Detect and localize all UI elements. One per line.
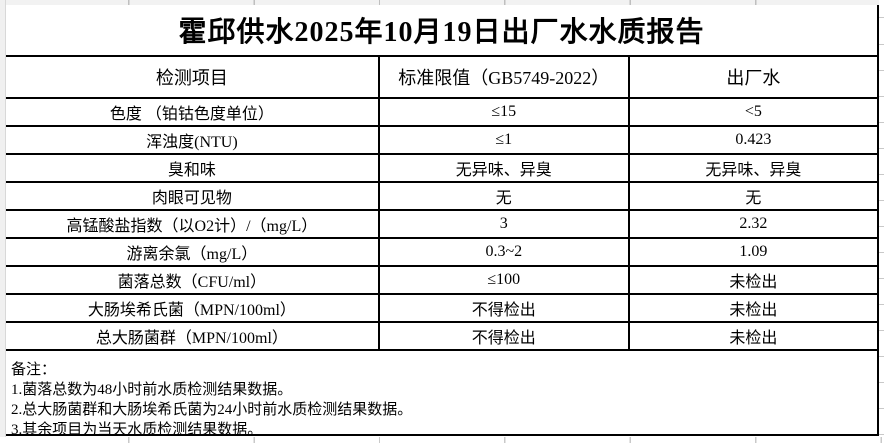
cell-result: 无 xyxy=(628,182,877,211)
cell-standard-limit: 不得检出 xyxy=(377,294,630,323)
cell-item-name: 游离余氯（mg/L） xyxy=(6,238,379,267)
cell-result: 无异味、异臭 xyxy=(628,154,877,183)
notes-section: 备注： 1.菌落总数为48小时前水质检测结果数据。 2.总大肠菌群和大肠埃希氏菌… xyxy=(6,351,877,440)
cell-item-name: 浑浊度(NTU) xyxy=(6,126,379,155)
table-row: 游离余氯（mg/L） 0.3~2 1.09 xyxy=(6,238,877,267)
cell-standard-limit: 不得检出 xyxy=(377,322,630,351)
cell-result: 未检出 xyxy=(628,294,877,323)
cell-standard-limit: 3 xyxy=(377,210,630,239)
note-line: 3.其余项目为当天水质检测结果数据。 xyxy=(11,422,263,438)
table-row: 高锰酸盐指数（以O2计）/（mg/L） 3 2.32 xyxy=(6,210,877,239)
cell-item-name: 高锰酸盐指数（以O2计）/（mg/L） xyxy=(6,210,379,239)
cell-result: 0.423 xyxy=(628,126,877,155)
table-row: 菌落总数（CFU/ml） ≤100 未检出 xyxy=(6,266,877,295)
cell-result: 未检出 xyxy=(628,266,877,295)
column-header-item: 检测项目 xyxy=(6,57,379,99)
cell-result: 未检出 xyxy=(628,322,877,351)
note-line: 1.菌落总数为48小时前水质检测结果数据。 xyxy=(11,382,293,398)
cell-result: 2.32 xyxy=(628,210,877,239)
cell-standard-limit: ≤1 xyxy=(377,126,630,155)
header-row: 检测项目 标准限值（GB5749-2022） 出厂水 xyxy=(6,57,877,99)
note-line: 2.总大肠菌群和大肠埃希氏菌为24小时前水质检测结果数据。 xyxy=(11,402,413,418)
table-row: 浑浊度(NTU) ≤1 0.423 xyxy=(6,126,877,155)
table-row: 总大肠菌群（MPN/100ml） 不得检出 未检出 xyxy=(6,322,877,351)
table-row: 肉眼可见物 无 无 xyxy=(6,182,877,211)
notes-label: 备注： xyxy=(11,362,57,378)
table-row: 大肠埃希氏菌（MPN/100ml） 不得检出 未检出 xyxy=(6,294,877,323)
sheet-margin-left xyxy=(0,0,6,443)
column-header-standard-limit: 标准限值（GB5749-2022） xyxy=(377,57,630,99)
cell-item-name: 肉眼可见物 xyxy=(6,182,379,211)
cell-item-name: 总大肠菌群（MPN/100ml） xyxy=(6,322,379,351)
cell-standard-limit: ≤100 xyxy=(377,266,630,295)
cell-result: 1.09 xyxy=(628,238,877,267)
table-row: 臭和味 无异味、异臭 无异味、异臭 xyxy=(6,154,877,183)
report-title: 霍邱供水2025年10月19日出厂水水质报告 xyxy=(6,5,877,57)
cell-standard-limit: 无 xyxy=(377,182,630,211)
cell-item-name: 大肠埃希氏菌（MPN/100ml） xyxy=(6,294,379,323)
cell-item-name: 臭和味 xyxy=(6,154,379,183)
sheet-margin-bottom xyxy=(0,437,884,443)
water-quality-report: 霍邱供水2025年10月19日出厂水水质报告 检测项目 标准限值（GB5749-… xyxy=(6,5,879,438)
column-header-finished-water: 出厂水 xyxy=(628,57,877,99)
water-quality-table: 检测项目 标准限值（GB5749-2022） 出厂水 色度 （铂钴色度单位） ≤… xyxy=(6,57,877,351)
cell-standard-limit: 无异味、异臭 xyxy=(377,154,630,183)
cell-result: <5 xyxy=(628,98,877,127)
cell-standard-limit: 0.3~2 xyxy=(377,238,630,267)
sheet-margin-right xyxy=(879,0,884,443)
cell-item-name: 色度 （铂钴色度单位） xyxy=(6,98,379,127)
cell-standard-limit: ≤15 xyxy=(377,98,630,127)
sheet-margin-top xyxy=(0,0,884,5)
cell-item-name: 菌落总数（CFU/ml） xyxy=(6,266,379,295)
table-row: 色度 （铂钴色度单位） ≤15 <5 xyxy=(6,98,877,127)
